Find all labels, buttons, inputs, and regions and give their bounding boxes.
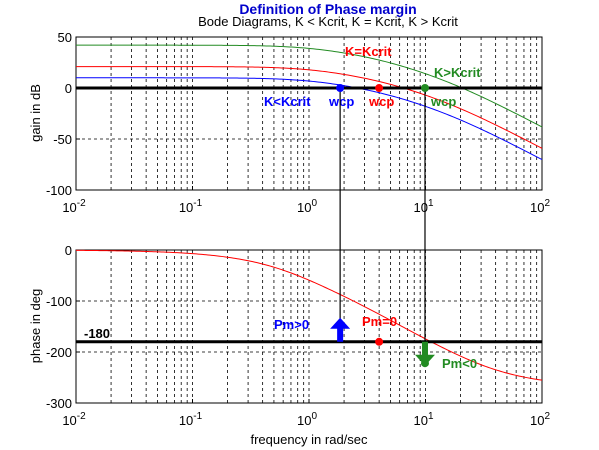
phase-x-tick-label: 100 xyxy=(297,411,317,428)
phase-y-tick-label: -100 xyxy=(46,294,72,309)
gain-crossover-marker-2 xyxy=(420,84,429,92)
label-k-greater: K>Kcrit xyxy=(434,65,481,80)
gain-series-line-2 xyxy=(76,77,543,161)
label-pm-positive: Pm>0 xyxy=(274,317,309,332)
reference-label-minus-180: -180 xyxy=(84,326,110,341)
gain-x-tick-label: 100 xyxy=(297,198,317,215)
gain-x-tick-label: 101 xyxy=(413,198,433,215)
phase-margin-arrow-down xyxy=(414,341,435,366)
phase-series-line-0 xyxy=(75,249,543,381)
phase-y-tick-label: -200 xyxy=(46,345,72,360)
phase-crossover-marker-0 xyxy=(375,337,384,346)
phase-x-tick-label: 102 xyxy=(530,411,550,428)
phase-y-tick-label: -300 xyxy=(46,396,72,411)
label-pm-negative: Pm<0 xyxy=(442,356,477,371)
phase-margin-arrow-up xyxy=(330,317,351,342)
crossover-markers xyxy=(330,84,435,368)
gain-y-axis-label: gain in dB xyxy=(28,84,43,142)
gain-y-tick-label: 50 xyxy=(58,30,72,45)
label-pm-zero: Pm=0 xyxy=(362,314,397,329)
label-k-less: K<Kcrit xyxy=(264,94,311,109)
phase-y-axis-label: phase in deg xyxy=(28,289,43,363)
gain-x-tick-label: 102 xyxy=(530,198,550,215)
gain-y-tick-label: 0 xyxy=(65,81,72,96)
crossover-connectors xyxy=(339,88,426,342)
x-axis-label: frequency in rad/sec xyxy=(250,432,368,447)
gain-ticks: 10-2 10-1 100 101 102 50 0 -50 -100 xyxy=(46,30,550,215)
label-wcp-red: wcp xyxy=(368,94,394,109)
phase-panel: 10-2 10-1 100 101 102 0 -100 -200 -300 phase in … xyxy=(28,243,550,447)
gain-crossover-marker-1 xyxy=(375,84,384,92)
chart-subtitle: Bode Diagrams, K < Kcrit, K = Kcrit, K >… xyxy=(198,14,458,29)
gain-y-tick-label: -50 xyxy=(53,132,72,147)
phase-x-tick-label: 10-1 xyxy=(179,411,203,428)
gain-crossover-marker-0 xyxy=(336,84,345,92)
gain-panel: 10-2 10-1 100 101 102 50 0 -50 -100 gain in dB K… xyxy=(28,30,550,215)
chart-title: Definition of Phase margin xyxy=(239,1,416,17)
gain-lines xyxy=(76,44,543,161)
gain-x-tick-label: 10-1 xyxy=(179,198,203,215)
phase-lines xyxy=(75,249,543,381)
phase-ticks: 10-2 10-1 100 101 102 0 -100 -200 -300 xyxy=(46,243,550,428)
gain-grid xyxy=(76,37,542,190)
phase-x-tick-label: 101 xyxy=(413,411,433,428)
gain-x-tick-label: 10-2 xyxy=(62,198,86,215)
gain-y-tick-label: -100 xyxy=(46,183,72,198)
phase-y-tick-label: 0 xyxy=(65,243,72,258)
gain-series-line-1 xyxy=(76,66,543,149)
phase-x-tick-label: 10-2 xyxy=(62,411,86,428)
label-wcp-green: wcp xyxy=(430,94,456,109)
label-k-equal: K=Kcrit xyxy=(345,44,392,59)
label-wcp-blue: wcp xyxy=(328,94,354,109)
